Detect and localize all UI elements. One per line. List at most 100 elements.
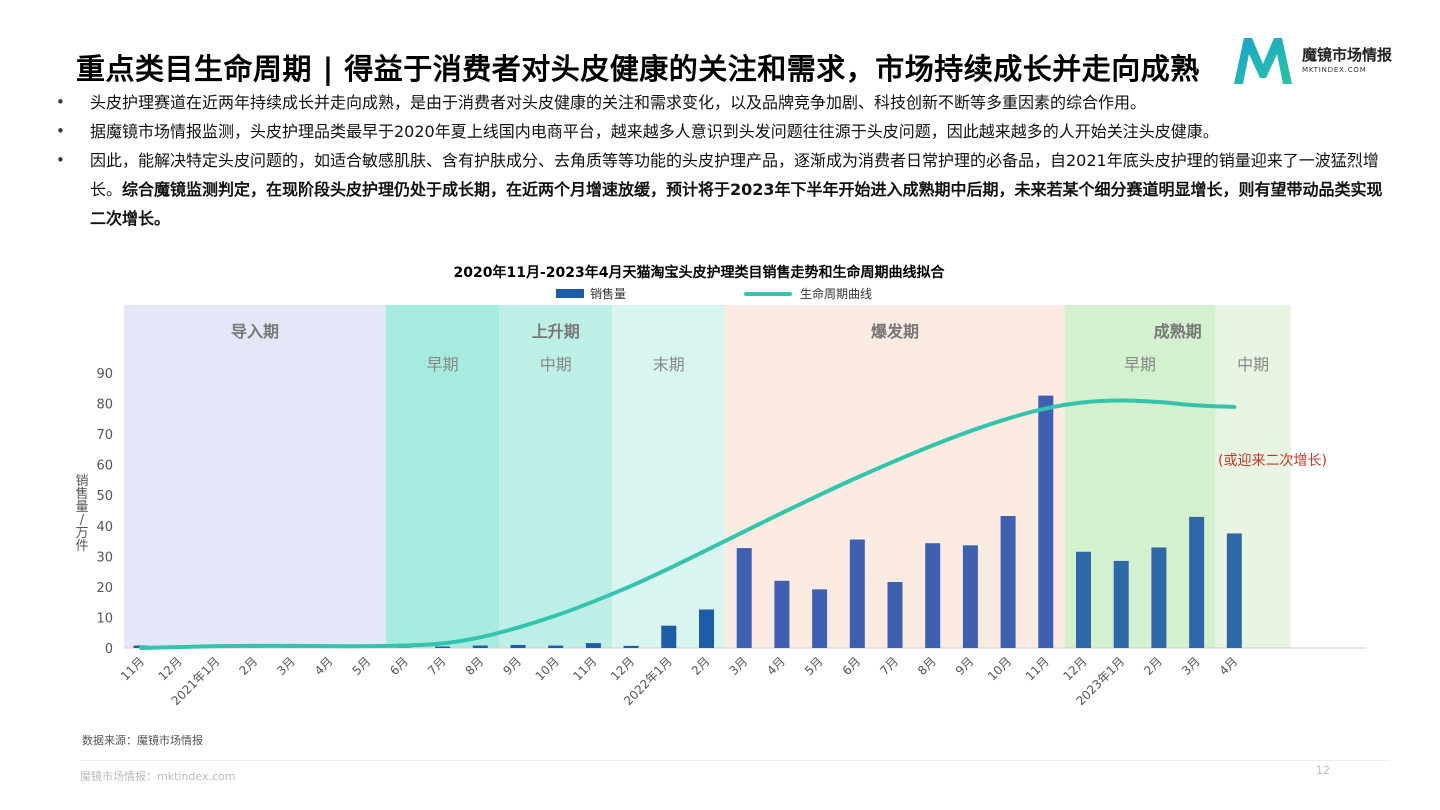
x-tick-label: 3月 [274, 654, 298, 678]
x-tick-label: 2月 [236, 654, 260, 678]
bar [925, 543, 941, 648]
y-axis-label-char: / [80, 513, 85, 528]
phase-sub-label: 早期 [1124, 355, 1156, 374]
bullet-item: 据魔镜市场情报监测，头皮护理品类最早于2020年夏上线国内电商平台，越来越多人意… [56, 117, 1386, 146]
x-tick-label: 8月 [463, 654, 487, 678]
phase-band [386, 305, 500, 648]
x-tick-label: 7月 [877, 654, 901, 678]
x-tick-label: 8月 [915, 654, 939, 678]
bar [849, 539, 865, 648]
phase-label: 上升期 [532, 322, 580, 341]
x-tick-label: 6月 [387, 654, 411, 678]
bar [1038, 395, 1054, 648]
brand-logo: 魔镜市场情报 MKTINDEX.COM [1232, 34, 1412, 90]
bullet-item: 因此，能解决特定头皮问题的，如适合敏感肌肤、含有护肤成分、去角质等等功能的头皮护… [56, 146, 1386, 233]
y-axis-ticks: 0 10 20 30 40 50 60 70 80 90 [96, 367, 113, 657]
phase-band [612, 305, 726, 648]
bar [962, 545, 978, 648]
legend-line-label: 生命周期曲线 [800, 286, 872, 301]
bullet-item: 头皮护理赛道在近两年持续成长并走向成熟，是由于消费者对头皮健康的关注和需求变化，… [56, 88, 1386, 117]
bar [1151, 547, 1167, 648]
x-tick-label: 4月 [312, 654, 336, 678]
bar [548, 645, 564, 648]
bar [774, 580, 790, 648]
bullet-list: 头皮护理赛道在近两年持续成长并走向成熟，是由于消费者对头皮健康的关注和需求变化，… [56, 88, 1386, 233]
y-tick-label: 30 [96, 550, 113, 565]
bars [133, 395, 1242, 648]
data-source: 数据来源：魔镜市场情报 [82, 734, 203, 747]
x-tick-label: 9月 [953, 654, 977, 678]
x-tick-label: 5月 [350, 654, 374, 678]
y-tick-label: 10 [96, 611, 113, 626]
y-tick-label: 0 [105, 642, 113, 657]
y-tick-label: 80 [96, 398, 113, 413]
x-tick-label: 3月 [727, 654, 751, 678]
x-tick-label: 10月 [533, 654, 562, 683]
phase-band [124, 305, 387, 648]
y-tick-label: 40 [96, 520, 113, 535]
x-tick-label: 11月 [570, 654, 599, 683]
y-tick-label: 70 [96, 428, 113, 443]
bullet-text: 因此，能解决特定头皮问题的，如适合敏感肌肤、含有护肤成分、去角质等等功能的头皮护… [90, 151, 1379, 199]
x-tick-label: 3月 [1179, 654, 1203, 678]
bar [1189, 516, 1205, 648]
y-axis-label-char: 售 [75, 486, 88, 502]
x-tick-label: 4月 [1217, 654, 1241, 678]
phase-band [499, 305, 613, 648]
bar [435, 646, 451, 648]
logo-m-icon [1234, 38, 1292, 84]
x-tick-label: 5月 [802, 654, 826, 678]
logo-name: 魔镜市场情报 [1302, 46, 1393, 64]
footer-divider [80, 760, 1390, 761]
x-tick-label: 7月 [425, 654, 449, 678]
bar [661, 625, 677, 648]
phase-label: 成熟期 [1154, 322, 1202, 341]
page-number: 12 [1316, 764, 1330, 777]
phase-sub-label: 早期 [427, 355, 459, 374]
phase-label: 爆发期 [871, 322, 919, 341]
x-tick-label: 10月 [985, 654, 1014, 683]
bullet-text: 头皮护理赛道在近两年持续成长并走向成熟，是由于消费者对头皮健康的关注和需求变化，… [90, 93, 1147, 112]
x-tick-label: 4月 [764, 654, 788, 678]
y-axis-label-char: 件 [75, 539, 88, 554]
bar [699, 609, 714, 648]
x-tick-label: 11月 [118, 654, 147, 683]
legend-bar-label: 销售量 [590, 286, 626, 301]
bar [623, 645, 639, 648]
phase-label: 导入期 [231, 322, 279, 341]
x-tick-label: 2月 [689, 654, 713, 678]
phase-sub-label: 末期 [653, 355, 685, 374]
lifecycle-curve [139, 398, 1237, 650]
y-tick-label: 50 [96, 489, 113, 504]
footer-text: 魔镜市场情报：mktindex.com [80, 770, 236, 783]
y-tick-label: 90 [96, 367, 113, 382]
x-tick-label: 12月 [1060, 654, 1089, 683]
bar [1113, 560, 1129, 648]
bar [472, 645, 488, 648]
bar [510, 644, 526, 648]
phase-sub-label: 中期 [540, 355, 572, 374]
bar [1226, 533, 1242, 648]
phase-sub-label: 中期 [1237, 355, 1269, 374]
x-tick-label: 12月 [608, 654, 637, 683]
legend: 销售量 生命周期曲线 [556, 286, 872, 301]
x-tick-label: 2月 [1141, 654, 1165, 678]
chart-title: 2020年11月-2023年4月天猫淘宝头皮护理类目销售走势和生命周期曲线拟合 [453, 265, 945, 281]
x-tick-label: 12月 [156, 654, 185, 683]
bar [812, 589, 828, 648]
bullet-text: 据魔镜市场情报监测，头皮护理品类最早于2020年夏上线国内电商平台，越来越多人意… [90, 122, 1219, 141]
bar [1076, 551, 1091, 648]
legend-bar-swatch [556, 289, 584, 298]
x-tick-label: 9月 [500, 654, 524, 678]
logo-url: MKTINDEX.COM [1302, 66, 1367, 74]
y-axis-label: 销售量/万件 [75, 474, 88, 554]
y-axis-label-char: 销 [75, 474, 88, 489]
bar [585, 643, 601, 648]
bar [887, 582, 903, 648]
y-axis-label-char: 量 [75, 500, 88, 515]
y-axis-label-char: 万 [75, 526, 88, 541]
x-tick-label: 6月 [840, 654, 864, 678]
